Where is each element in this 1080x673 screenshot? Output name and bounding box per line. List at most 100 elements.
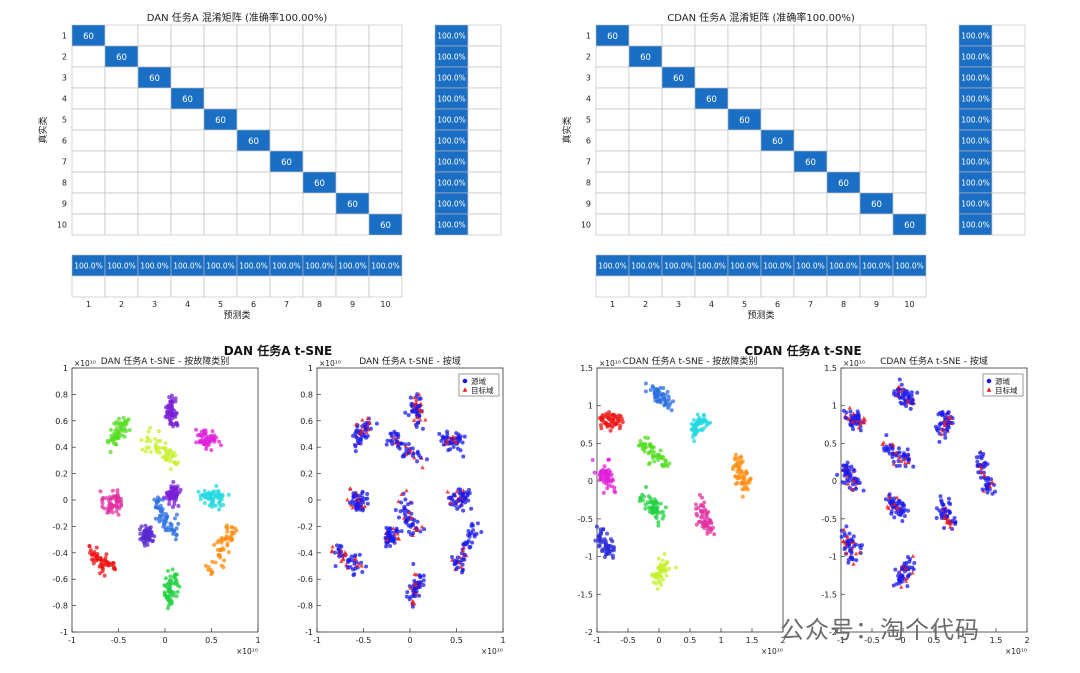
cm-cell [71,192,106,215]
tsne-point [166,525,171,530]
target-point [418,417,423,422]
y-tick-label: -1 [305,628,313,637]
source-point [364,564,369,569]
target-point [844,551,849,556]
cm-cell [793,45,828,68]
cm-cell [203,87,238,110]
source-point [337,554,342,559]
cm-col-label: 9 [874,300,879,309]
tsne-point [168,459,173,464]
cm-xlabel: 预测类 [223,309,250,321]
tsne-cluster [841,405,868,433]
tsne-point [220,494,225,499]
target-point [904,576,909,581]
tsne-point [215,495,220,500]
tsne-point [656,556,661,561]
cm-col-summary-empty [302,275,337,298]
source-point [897,498,902,503]
tsne-point [173,489,178,494]
cm-row-summary-value: 100.0% [437,221,466,230]
cm-row-summary-empty [991,24,1026,47]
tsne-point [694,522,699,527]
cdan-class-tsne-plot: CDAN 任务A t-SNE - 按故障类别×10¹⁰×10¹⁰-1 -0.5 0 0… [577,355,785,656]
tsne-point [652,390,657,395]
cm-col-summary-value: 100.0% [796,262,825,271]
cm-row-label: 5 [586,116,591,125]
target-point [845,535,850,540]
source-point [388,543,393,548]
tsne-point [112,566,117,571]
tsne-point [140,447,145,452]
source-point [844,524,849,529]
cm-row-summary-empty [991,213,1026,236]
source-point [469,506,474,511]
target-point [857,550,863,555]
target-point [458,564,464,569]
target-point [345,497,350,502]
tsne-point [165,606,170,611]
source-point [942,525,947,530]
x-tick-label: -0.5 [111,636,127,645]
tsne-point [198,494,203,499]
tsne-point [611,412,616,417]
cm-cell [826,45,861,68]
target-point [850,419,855,424]
tsne-point [106,510,111,515]
tsne-point [705,531,710,536]
source-point [887,498,892,503]
cm-xlabel: 预测类 [747,309,774,321]
tsne-point [108,449,113,454]
source-point [413,409,418,414]
cm-cell [793,192,828,215]
tsne-point [736,465,741,470]
tsne-cluster [891,377,920,411]
tsne-point [168,574,173,579]
tsne-point [673,565,678,570]
source-point [354,507,359,512]
y-tick-label: 0.2 [300,470,313,479]
tsne-point [115,491,120,496]
source-point [934,506,939,511]
cm-cell-value: 60 [706,95,717,105]
source-point [938,494,943,499]
tsne-point [148,449,153,454]
source-point [354,435,359,440]
tsne-point [171,479,176,484]
tsne-point [168,496,173,501]
cm-cell [628,171,663,194]
cm-col-summary-empty [137,275,172,298]
tsne-point [195,433,200,438]
tsne-point [200,434,205,439]
cm-cell-value: 60 [248,137,259,147]
target-point [409,515,414,520]
source-point [410,446,415,451]
tsne-point [600,467,605,472]
cm-cell [236,87,271,110]
source-point [402,504,407,509]
tsne-point [643,485,648,490]
tsne-cluster [161,479,183,509]
target-point [856,425,862,430]
tsne-point [170,567,175,572]
tsne-point [653,509,658,514]
cm-cell [236,66,271,89]
y-tick-label: -0.5 [821,515,837,524]
cm-cell [892,150,927,173]
source-point [403,497,408,502]
cm-cell [595,150,630,173]
tsne-point [745,487,750,492]
tsne-point [120,433,125,438]
y-tick-label: 1 [63,364,68,373]
target-point [979,470,984,475]
cm-col-label: 1 [610,300,615,309]
tsne-point [665,389,670,394]
source-point [846,557,851,562]
cm-cell [335,171,370,194]
source-point [452,493,457,498]
cm-col-label: 6 [251,300,256,309]
cm-col-label: 4 [709,300,714,309]
cm-cell [760,87,795,110]
cm-cell [595,192,630,215]
tsne-point [618,414,623,419]
cm-cell [203,24,238,47]
